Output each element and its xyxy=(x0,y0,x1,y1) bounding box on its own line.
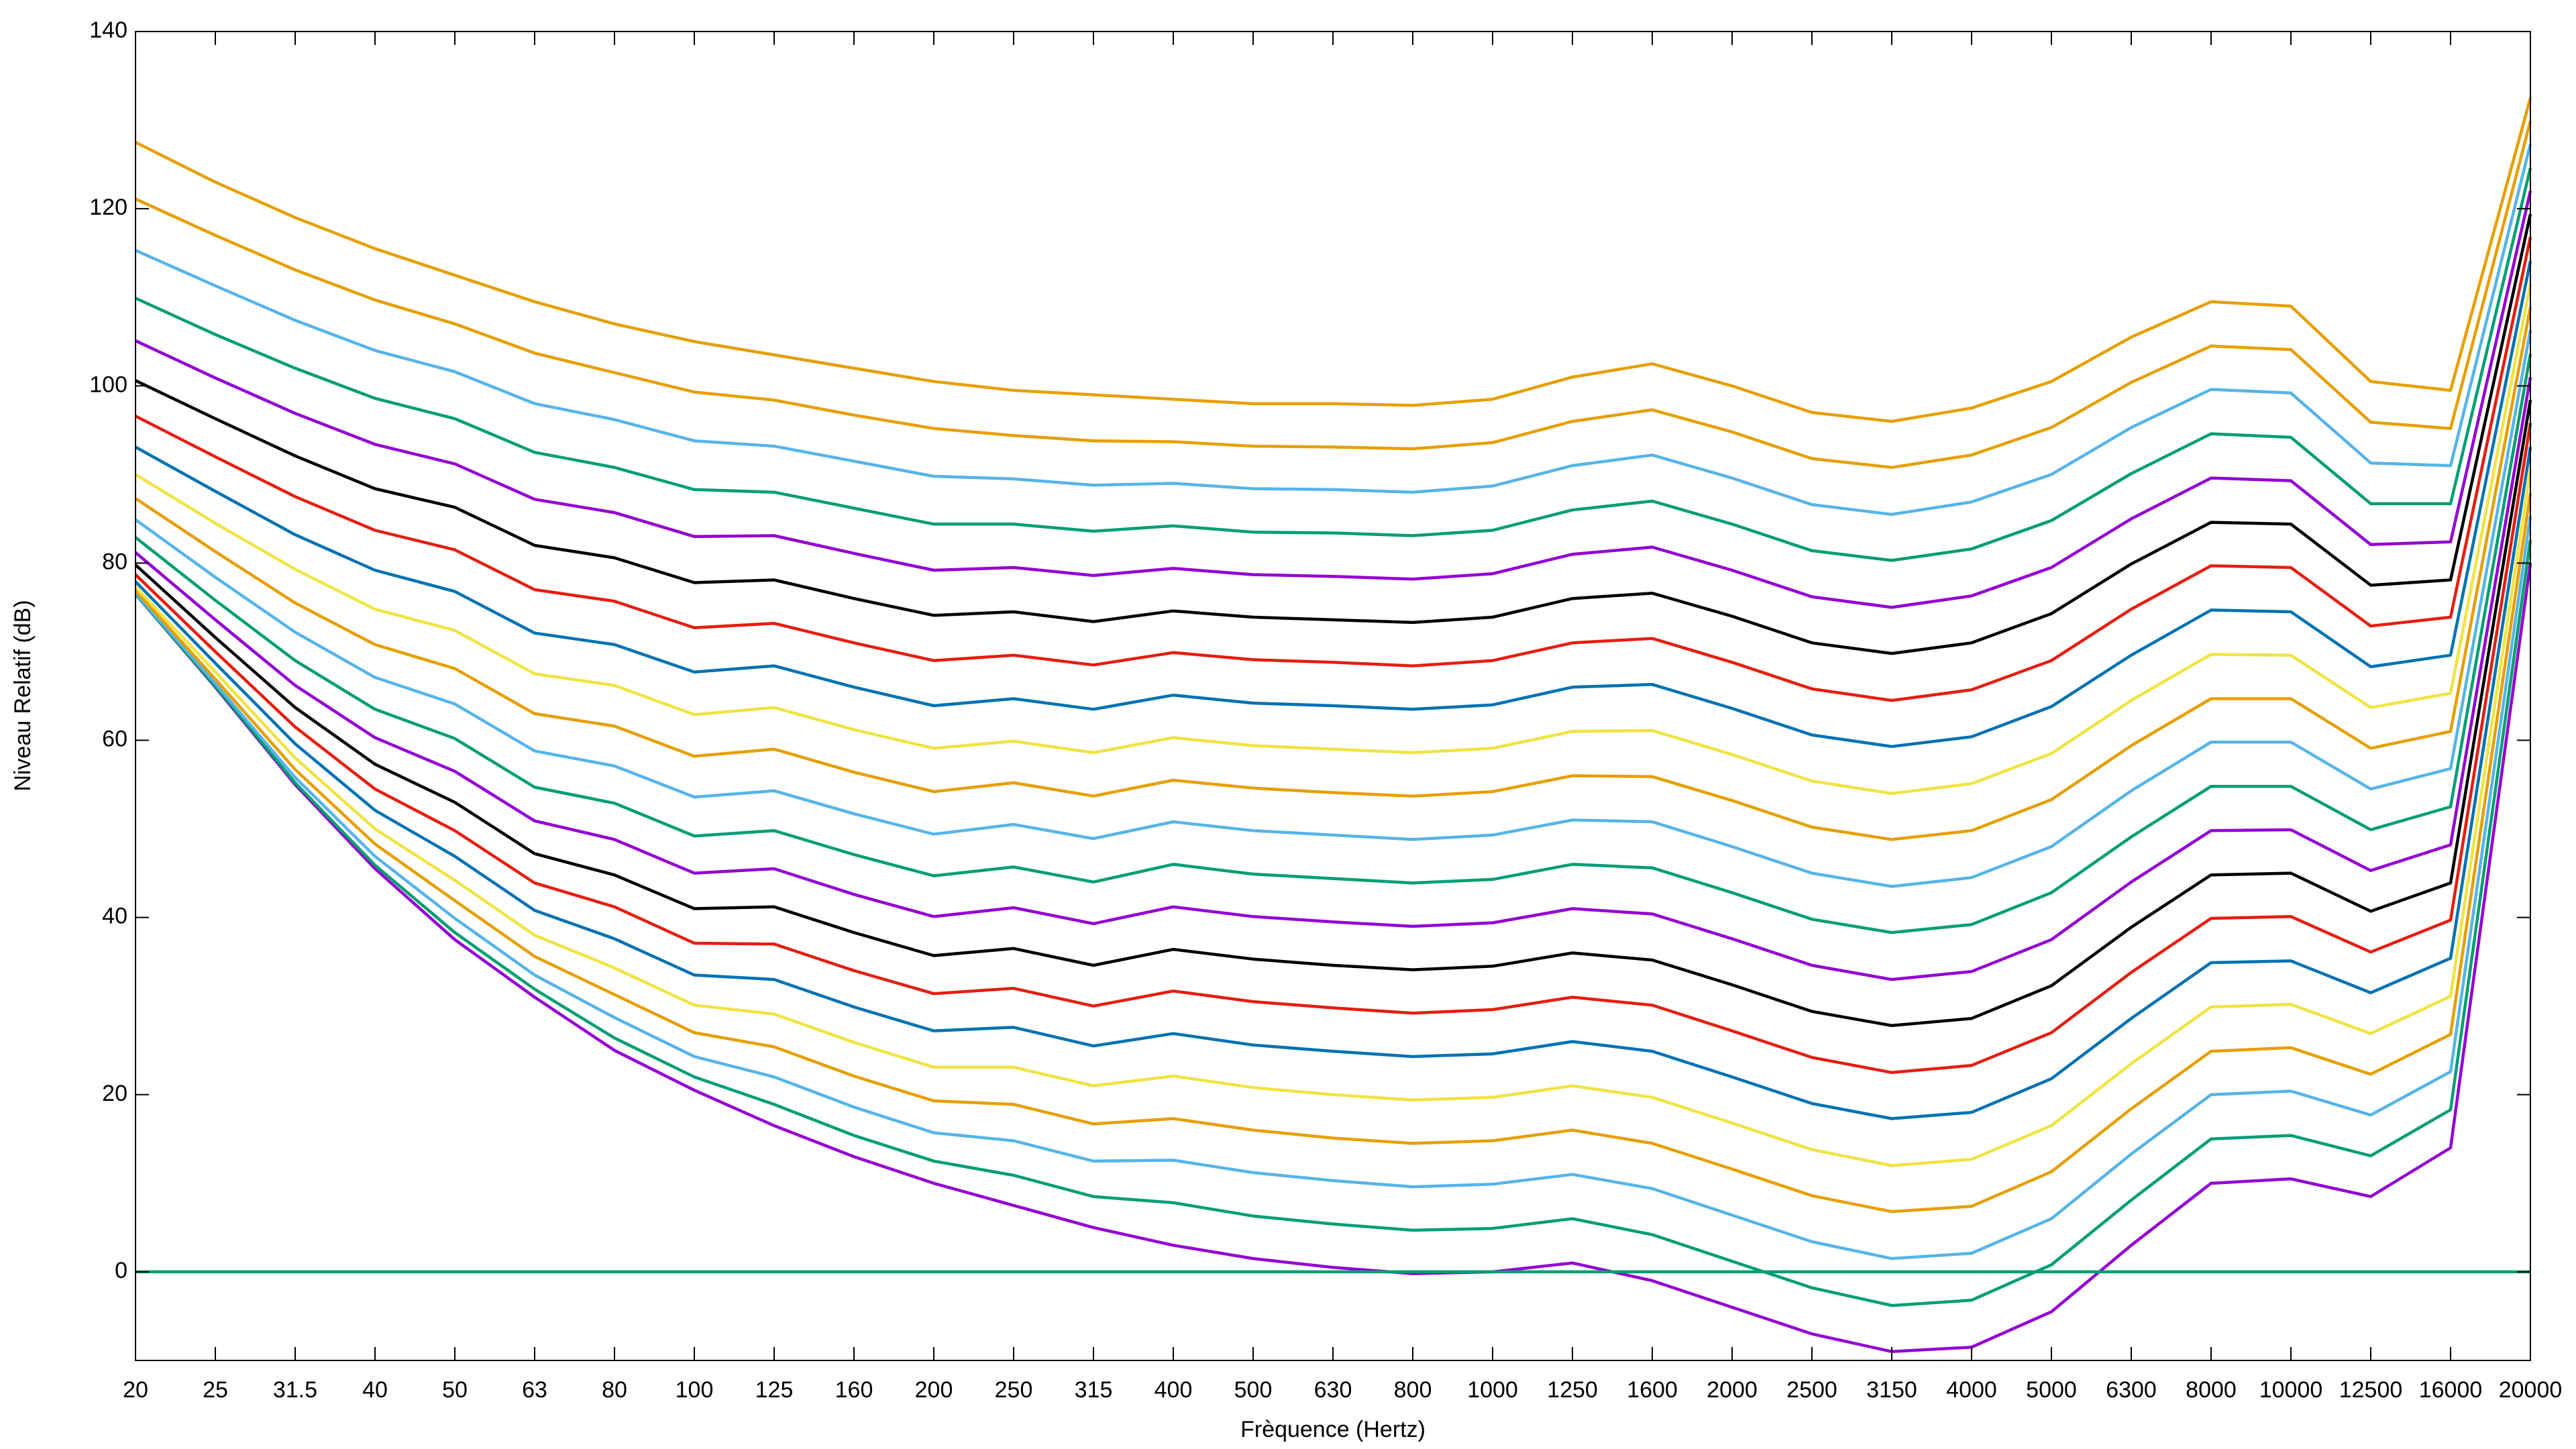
line-series xyxy=(134,516,2532,1260)
y-tick-label: 140 xyxy=(89,17,127,43)
x-tick-label: 3150 xyxy=(1866,1377,1917,1403)
line-series xyxy=(134,447,2532,1120)
x-tick-label: 160 xyxy=(835,1377,873,1403)
line-series xyxy=(135,213,2532,655)
x-tick-label: 125 xyxy=(755,1377,794,1403)
line-series xyxy=(134,492,2532,1214)
line-series xyxy=(134,307,2532,841)
x-tick-label: 12500 xyxy=(2339,1377,2403,1403)
y-tick-label: 40 xyxy=(102,904,127,929)
y-tick-label: 20 xyxy=(102,1081,127,1106)
x-tick-label: 630 xyxy=(1314,1377,1352,1403)
x-tick-label: 315 xyxy=(1075,1377,1113,1403)
line-series xyxy=(134,423,2532,1075)
x-tick-label: 80 xyxy=(602,1377,627,1403)
x-tick-label: 100 xyxy=(676,1377,714,1403)
line-series xyxy=(134,354,2532,934)
line-series xyxy=(134,283,2532,796)
x-tick-label: 8000 xyxy=(2186,1377,2237,1403)
x-tick-label: 5000 xyxy=(2026,1377,2077,1403)
line-series xyxy=(134,260,2532,749)
line-series xyxy=(134,236,2532,702)
y-tick-label: 80 xyxy=(102,549,127,574)
x-tick-label: 10000 xyxy=(2259,1377,2323,1403)
plot-border xyxy=(135,31,2531,1361)
line-series xyxy=(135,144,2532,517)
x-tick-label: 50 xyxy=(442,1377,468,1403)
x-tick-label: 250 xyxy=(995,1377,1033,1403)
line-series xyxy=(135,120,2532,470)
x-tick-label: 400 xyxy=(1155,1377,1193,1403)
y-tick-label: 120 xyxy=(89,195,127,220)
x-axis-label: Frèquence (Hertz) xyxy=(1240,1417,1426,1442)
x-tick-label: 40 xyxy=(362,1377,388,1403)
y-tick-label: 60 xyxy=(102,727,127,752)
line-series xyxy=(134,539,2532,1307)
line-series xyxy=(135,167,2532,562)
x-tick-label: 1250 xyxy=(1547,1377,1598,1403)
y-axis-label: Niveau Relatif (dB) xyxy=(10,600,36,791)
x-tick-label: 16000 xyxy=(2419,1377,2483,1403)
x-tick-label: 25 xyxy=(203,1377,228,1403)
line-series xyxy=(135,191,2532,609)
plot-area xyxy=(134,97,2532,1354)
line-series xyxy=(134,329,2532,888)
x-tick-label: 200 xyxy=(915,1377,953,1403)
x-tick-label: 2000 xyxy=(1707,1377,1758,1403)
y-tick-label: 100 xyxy=(89,372,127,397)
x-tick-label: 20000 xyxy=(2499,1377,2563,1403)
x-tick-label: 31.5 xyxy=(273,1377,317,1403)
line-series xyxy=(134,97,2532,423)
x-tick-label: 500 xyxy=(1234,1377,1273,1403)
x-tick-label: 800 xyxy=(1394,1377,1432,1403)
x-tick-label: 4000 xyxy=(1946,1377,1997,1403)
x-tick-label: 20 xyxy=(123,1377,148,1403)
x-tick-label: 63 xyxy=(522,1377,547,1403)
line-series xyxy=(134,376,2532,981)
x-tick-label: 1600 xyxy=(1627,1377,1678,1403)
x-tick-label: 6300 xyxy=(2106,1377,2157,1403)
x-tick-label: 1000 xyxy=(1467,1377,1518,1403)
line-series xyxy=(134,470,2532,1167)
line-series xyxy=(134,563,2532,1354)
y-tick-label: 0 xyxy=(115,1258,127,1283)
x-tick-label: 2500 xyxy=(1786,1377,1837,1403)
line-series xyxy=(134,400,2532,1028)
